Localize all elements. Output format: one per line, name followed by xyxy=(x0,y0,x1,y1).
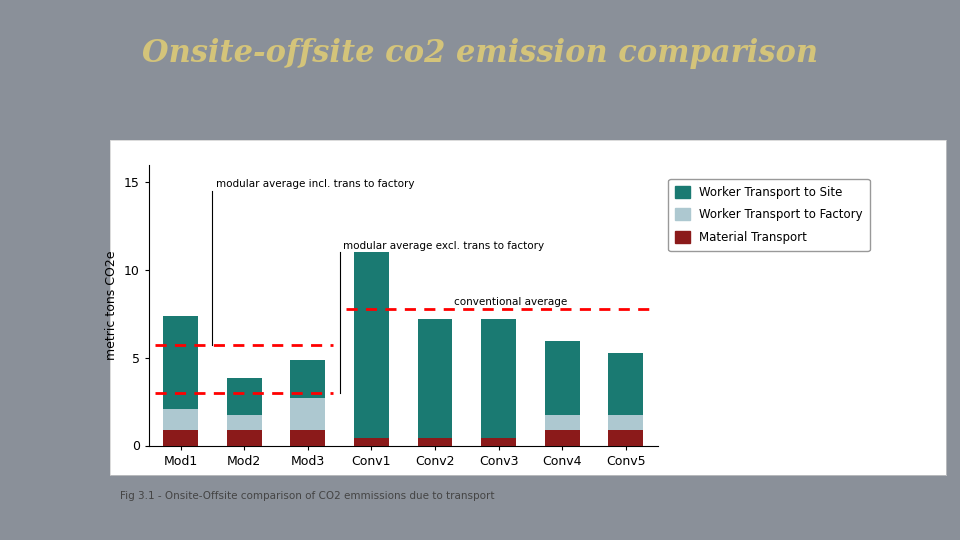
Bar xyxy=(290,430,325,446)
Bar xyxy=(609,430,643,446)
Bar xyxy=(418,319,452,438)
Text: modular average incl. trans to factory: modular average incl. trans to factory xyxy=(216,179,414,189)
Bar xyxy=(227,430,262,446)
Bar xyxy=(544,415,580,430)
Text: conventional average: conventional average xyxy=(454,297,567,307)
Bar xyxy=(227,378,262,415)
Bar xyxy=(163,409,198,430)
Bar xyxy=(290,398,325,430)
Text: Onsite-offsite co2 emission comparison: Onsite-offsite co2 emission comparison xyxy=(142,38,818,69)
Legend: Worker Transport to Site, Worker Transport to Factory, Material Transport: Worker Transport to Site, Worker Transpo… xyxy=(668,179,870,251)
Bar xyxy=(544,430,580,446)
Bar xyxy=(290,360,325,398)
Bar xyxy=(163,315,198,409)
Bar xyxy=(418,438,452,445)
Bar xyxy=(544,341,580,415)
Bar xyxy=(163,430,198,446)
Bar xyxy=(354,438,389,445)
Bar xyxy=(481,438,516,445)
Bar xyxy=(354,252,389,438)
Bar xyxy=(227,415,262,430)
Bar xyxy=(609,415,643,430)
Y-axis label: metric tons CO2e: metric tons CO2e xyxy=(106,251,118,360)
Text: modular average excl. trans to factory: modular average excl. trans to factory xyxy=(343,241,544,251)
Text: Fig 3.1 - Onsite-Offsite comparison of CO2 emmissions due to transport: Fig 3.1 - Onsite-Offsite comparison of C… xyxy=(120,491,494,502)
Bar xyxy=(481,319,516,438)
Bar xyxy=(609,353,643,415)
